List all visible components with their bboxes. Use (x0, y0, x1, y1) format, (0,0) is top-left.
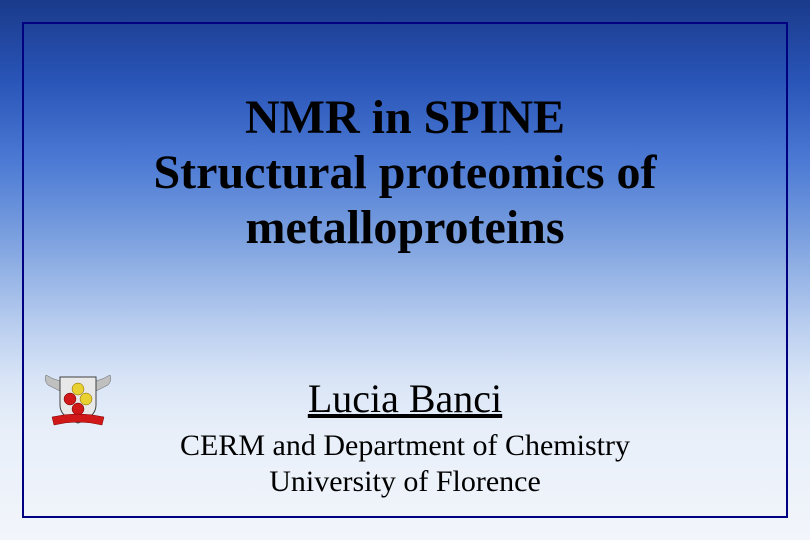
author-section: Lucia Banci CERM and Department of Chemi… (22, 375, 788, 518)
title-line-2: Structural proteomics of (22, 145, 788, 200)
spacer (22, 256, 788, 375)
slide-container: NMR in SPINE Structural proteomics of me… (0, 0, 810, 540)
title-line-3: metalloproteins (22, 200, 788, 255)
institution-logo-icon (42, 367, 114, 429)
title-block: NMR in SPINE Structural proteomics of me… (22, 22, 788, 256)
slide-content: NMR in SPINE Structural proteomics of me… (22, 22, 788, 518)
title-line-1: NMR in SPINE (22, 90, 788, 145)
author-name: Lucia Banci (22, 375, 788, 422)
affiliation-line-1: CERM and Department of Chemistry (22, 428, 788, 464)
affiliation-line-2: University of Florence (22, 464, 788, 500)
